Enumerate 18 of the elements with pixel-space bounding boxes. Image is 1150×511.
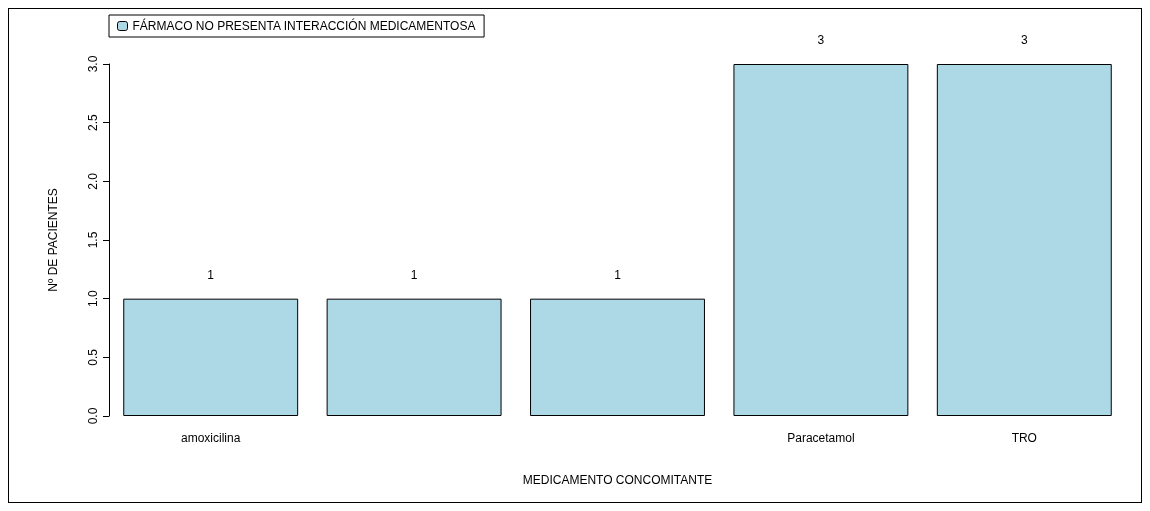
y-tick-label: 0.5: [86, 348, 100, 366]
y-tick-label: 2.5: [86, 114, 100, 132]
x-tick-label: amoxicilina: [181, 431, 241, 445]
y-tick-label: 2.0: [86, 172, 100, 190]
y-tick-label: 3.0: [86, 55, 100, 73]
x-axis-title: MEDICAMENTO CONCOMITANTE: [522, 473, 713, 487]
y-tick-label: 1.0: [86, 290, 100, 308]
data-label: 1: [410, 267, 418, 282]
data-label: 3: [817, 33, 825, 47]
data-label: 3: [1020, 33, 1028, 47]
x-tick-label: Paracetamol: [787, 431, 855, 445]
y-axis-title: Nº DE PACIENTES: [46, 188, 60, 292]
data-label: 1: [207, 267, 215, 282]
legend-label: FÁRMACO NO PRESENTA INTERACCIÓN MEDICAMENTOSA: [132, 18, 476, 33]
x-tick-label: TRO: [1011, 431, 1037, 445]
y-tick-label: 0.0: [86, 407, 100, 425]
y-tick-label: 1.5: [86, 231, 100, 249]
data-label: 1: [614, 267, 622, 282]
